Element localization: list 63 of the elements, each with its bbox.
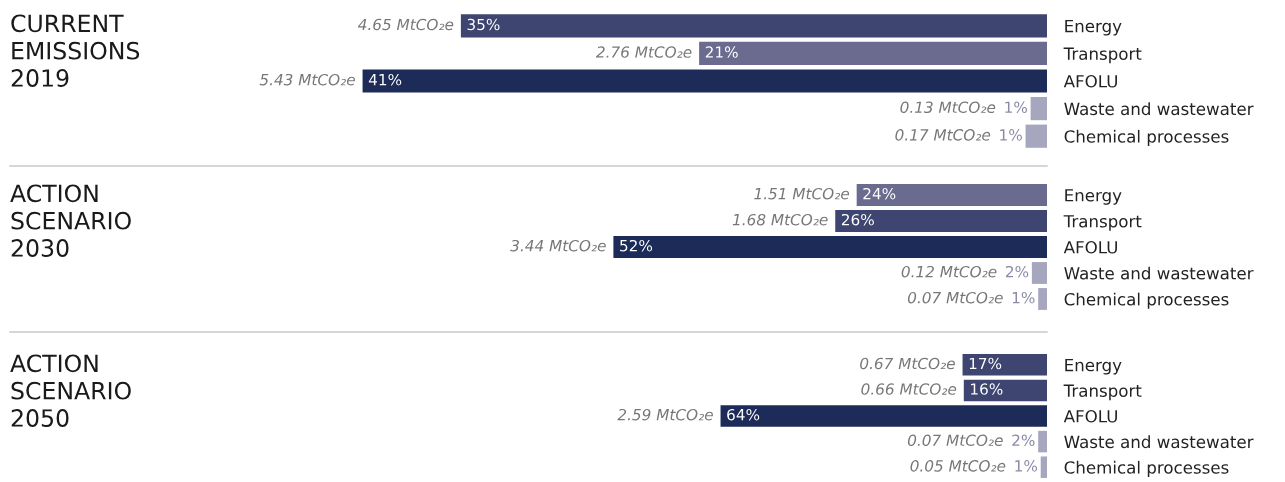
annotation: 24%: [863, 187, 896, 200]
bar: [613, 236, 1047, 258]
bar: [962, 354, 1047, 376]
y-tick-label: AFOLU: [1063, 240, 1117, 254]
annotation: 16%: [971, 383, 1003, 395]
data-label: 0.17 MtCO₂e: [895, 129, 991, 141]
annotation: 41%: [368, 73, 402, 86]
y-tick-label: Transport: [1063, 47, 1142, 64]
annotation: 35%: [467, 18, 500, 31]
bar: [1030, 97, 1047, 121]
bar: [362, 69, 1047, 93]
data-label: 1.68 MtCO₂e: [732, 213, 828, 226]
y-tick-label: Waste and wastewater: [1064, 266, 1254, 280]
bar: [1038, 430, 1047, 453]
y-tick-label: Transport: [1063, 384, 1142, 401]
bar: [835, 210, 1047, 232]
bar: [460, 14, 1047, 38]
bar: [1031, 262, 1047, 284]
annotation: 26%: [841, 213, 874, 226]
annotation: 52%: [620, 239, 653, 252]
y-axis-title: ACTION SCENARIO 2030: [10, 184, 131, 257]
bar: [1040, 456, 1047, 478]
bar: [720, 405, 1047, 427]
data-label: 0.05 MtCO₂e: [910, 460, 1006, 472]
data-label: 2.59 MtCO₂e: [617, 408, 713, 421]
y-axis-title: ACTION SCENARIO 2050: [10, 354, 131, 427]
y-tick-label: AFOLU: [1063, 409, 1117, 423]
annotation: 1%: [1015, 460, 1038, 472]
y-tick-label: Energy: [1065, 358, 1122, 375]
y-tick-label: Energy: [1065, 189, 1122, 205]
bar: [1038, 288, 1047, 310]
annotation: 17%: [969, 357, 1002, 370]
annotation: 64%: [727, 408, 760, 421]
bar: [963, 379, 1047, 402]
data-label: 0.07 MtCO₂e: [907, 291, 1003, 304]
data-label: 0.67 MtCO₂e: [860, 357, 955, 370]
bar: [856, 184, 1047, 206]
y-tick-label: Waste and wastewater: [1064, 435, 1254, 449]
y-tick-label: Chemical processes: [1064, 292, 1229, 309]
y-tick-label: Transport: [1063, 215, 1142, 231]
y-tick-label: Chemical processes: [1064, 129, 1229, 146]
data-label: 2.76 MtCO₂e: [595, 46, 692, 58]
y-tick-label: AFOLU: [1063, 74, 1117, 88]
bar: [1025, 124, 1047, 148]
data-label: 5.43 MtCO₂e: [259, 73, 355, 86]
data-label: 0.66 MtCO₂e: [861, 383, 957, 395]
annotation: 2%: [1005, 265, 1029, 278]
annotation: 21%: [705, 46, 738, 58]
y-tick-label: Chemical processes: [1064, 460, 1229, 477]
annotation: 1%: [1000, 129, 1022, 141]
data-label: 0.13 MtCO₂e: [900, 101, 996, 114]
data-label: 3.44 MtCO₂e: [510, 239, 606, 252]
annotation: 1%: [1005, 101, 1027, 114]
data-label: 1.51 MtCO₂e: [754, 187, 850, 200]
annotation: 2%: [1012, 434, 1035, 447]
annotation: 1%: [1012, 291, 1035, 304]
data-label: 0.12 MtCO₂e: [901, 265, 997, 278]
data-label: 4.65 MtCO₂e: [357, 18, 454, 31]
y-tick-label: Energy: [1065, 19, 1122, 36]
y-tick-label: Waste and wastewater: [1064, 102, 1254, 116]
y-axis-title: CURRENT EMISSIONS 2019: [11, 14, 140, 87]
data-label: 0.07 MtCO₂e: [907, 434, 1003, 447]
bar: [699, 41, 1047, 65]
